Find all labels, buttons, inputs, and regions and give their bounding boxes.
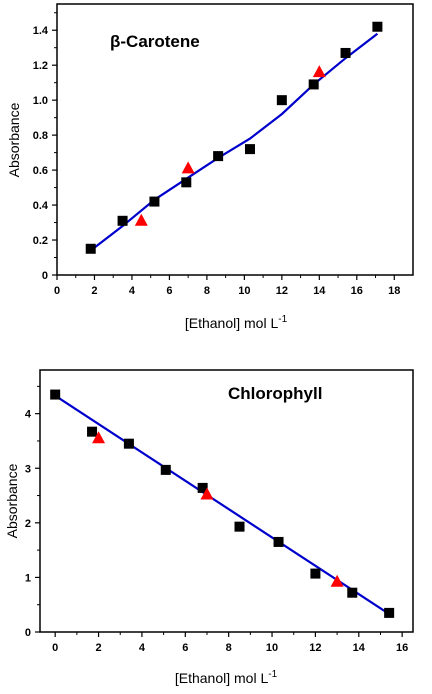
data-point-triangle (134, 213, 148, 226)
data-point-square (340, 47, 351, 58)
y-tick-label: 1.2 (33, 60, 48, 72)
plot-frame (39, 369, 414, 633)
data-point-square (50, 389, 61, 400)
x-tick-label: 2 (91, 285, 97, 297)
y-tick-label: 0.6 (33, 165, 48, 177)
data-point-square (123, 438, 134, 449)
x-tick-label: 10 (238, 285, 250, 297)
data-point-square (160, 464, 171, 475)
x-axis-label-superscript: -1 (268, 669, 277, 680)
y-tick-label: 0 (25, 627, 31, 639)
fit-line (54, 394, 390, 615)
data-point-square (244, 144, 255, 155)
y-axis-label: Absorbance (6, 102, 22, 177)
data-point-square (181, 177, 192, 188)
data-point-triangle (330, 574, 344, 587)
x-tick-label: 4 (139, 642, 146, 654)
fit-line (90, 32, 379, 252)
x-tick-label: 6 (166, 285, 172, 297)
y-tick-label: 0.2 (33, 235, 48, 247)
data-point-square (310, 568, 321, 579)
x-tick-label: 0 (52, 642, 58, 654)
data-point-square (87, 426, 98, 437)
x-tick-label: 6 (182, 642, 188, 654)
chart-title: β-Carotene (110, 32, 200, 51)
data-point-triangle (181, 161, 195, 174)
data-point-square (213, 151, 224, 162)
data-point-square (234, 521, 245, 532)
x-axis-label: [Ethanol] mol L-1 (185, 314, 288, 331)
x-tick-label: 16 (351, 285, 363, 297)
x-axis-label-text: [Ethanol] mol L (175, 670, 269, 686)
data-point-square (197, 482, 208, 493)
data-point-square (149, 196, 160, 207)
data-point-square (273, 536, 284, 547)
data-point-triangle (200, 487, 214, 500)
x-tick-label: 8 (226, 642, 232, 654)
data-point-square (347, 587, 358, 598)
x-tick-label: 12 (309, 642, 321, 654)
y-tick-label: 0.8 (33, 130, 48, 142)
y-tick-label: 1 (25, 572, 31, 584)
y-tick-label: 2 (25, 518, 31, 530)
y-tick-label: 1.4 (33, 25, 49, 37)
x-tick-label: 14 (353, 642, 366, 654)
data-point-square (384, 607, 395, 618)
x-tick-label: 16 (396, 642, 408, 654)
x-tick-label: 4 (129, 285, 136, 297)
x-tick-label: 14 (313, 285, 326, 297)
plot-frame (56, 3, 414, 276)
data-point-square (372, 21, 383, 32)
y-tick-label: 0 (42, 270, 48, 282)
x-tick-label: 12 (276, 285, 288, 297)
data-point-square (308, 79, 319, 90)
y-tick-label: 4 (25, 409, 32, 421)
x-tick-label: 2 (95, 642, 101, 654)
x-axis-label-text: [Ethanol] mol L (185, 315, 279, 331)
x-tick-label: 0 (54, 285, 60, 297)
y-axis-label: Absorbance (4, 463, 20, 538)
chart-title: Chlorophyll (228, 384, 322, 403)
x-tick-label: 10 (266, 642, 278, 654)
y-tick-label: 3 (25, 463, 31, 475)
x-tick-label: 18 (388, 285, 400, 297)
y-tick-label: 1.0 (33, 95, 48, 107)
chart-beta-carotene: 0 2 4 6 8 10 12 14 16 18 0 0.2 0.4 0.6 0.8 1.0 1.2 1.4 β-C… (6, 3, 414, 331)
data-point-square (276, 95, 287, 106)
x-axis-label-superscript: -1 (278, 314, 287, 325)
x-axis-label: [Ethanol] mol L-1 (175, 669, 278, 686)
data-point-square (85, 243, 96, 254)
data-point-triangle (312, 65, 326, 78)
data-point-square (117, 215, 128, 226)
x-tick-label: 8 (204, 285, 210, 297)
y-tick-label: 0.4 (33, 200, 49, 212)
data-point-triangle (92, 431, 106, 444)
